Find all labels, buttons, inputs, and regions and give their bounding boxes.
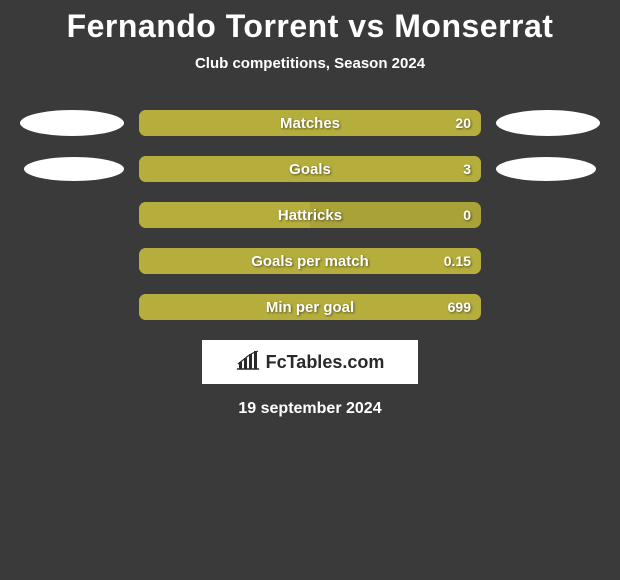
stat-value: 0 xyxy=(463,202,471,228)
stat-row: Goals per match 0.15 xyxy=(0,248,620,274)
stat-bar: Goals 3 xyxy=(139,156,481,182)
left-ellipse xyxy=(24,157,124,181)
stat-label: Hattricks xyxy=(139,202,481,228)
right-ellipse xyxy=(496,157,596,181)
right-ellipse xyxy=(496,110,600,136)
stat-value: 20 xyxy=(455,110,471,136)
page-title: Fernando Torrent vs Monserrat xyxy=(0,8,620,45)
date-text: 19 september 2024 xyxy=(0,400,620,418)
stat-label: Min per goal xyxy=(139,294,481,320)
logo-box: FcTables.com xyxy=(202,340,418,384)
stat-bar: Goals per match 0.15 xyxy=(139,248,481,274)
bar-chart-icon xyxy=(236,350,260,375)
left-ellipse xyxy=(20,110,124,136)
stat-bar: Hattricks 0 xyxy=(139,202,481,228)
stat-value: 0.15 xyxy=(444,248,471,274)
logo-text: FcTables.com xyxy=(266,352,385,373)
stats-area: Matches 20 Goals 3 Hattricks 0 xyxy=(0,110,620,320)
stat-bar: Matches 20 xyxy=(139,110,481,136)
stat-label: Goals per match xyxy=(139,248,481,274)
stat-label: Matches xyxy=(139,110,481,136)
stat-label: Goals xyxy=(139,156,481,182)
stat-value: 699 xyxy=(448,294,471,320)
stat-row: Hattricks 0 xyxy=(0,202,620,228)
stat-bar: Min per goal 699 xyxy=(139,294,481,320)
infographic-container: Fernando Torrent vs Monserrat Club compe… xyxy=(0,0,620,418)
subtitle: Club competitions, Season 2024 xyxy=(0,55,620,72)
stat-row: Matches 20 xyxy=(0,110,620,136)
stat-value: 3 xyxy=(463,156,471,182)
stat-row: Goals 3 xyxy=(0,156,620,182)
stat-row: Min per goal 699 xyxy=(0,294,620,320)
